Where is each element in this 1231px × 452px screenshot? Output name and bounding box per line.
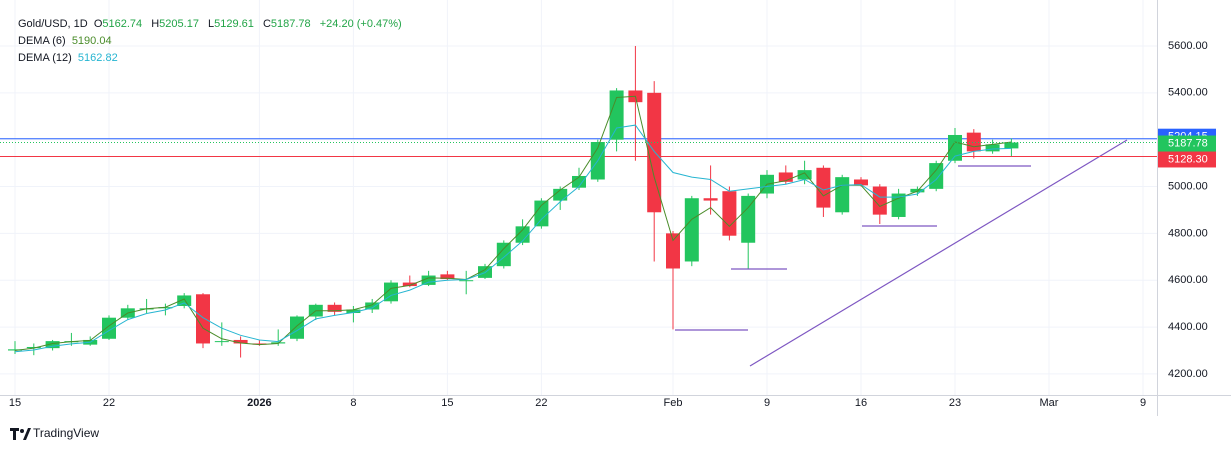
indicator-name: DEMA (6) [18, 35, 66, 47]
y-tick-label: 5000.00 [1168, 180, 1208, 192]
candle-body [741, 195, 756, 243]
x-tick-label: 9 [764, 397, 770, 409]
candle-body [666, 233, 680, 269]
indicator-value: 5162.82 [77, 52, 118, 64]
candle-body [402, 282, 417, 287]
y-tick-label: 4400.00 [1168, 321, 1208, 333]
candle-body [553, 188, 568, 201]
price-tag [1158, 135, 1216, 152]
x-tick-label: 2026 [247, 397, 271, 409]
price-tag [1158, 151, 1216, 168]
ohlc-value: 5187.78 [270, 18, 311, 30]
x-tick-label: 22 [535, 397, 547, 409]
candle-body [778, 172, 793, 182]
logo [10, 428, 31, 440]
candle-body [948, 134, 962, 161]
brand: TradingView [33, 426, 99, 440]
y-tick-label: 4800.00 [1168, 227, 1208, 239]
ohlc-key: C [262, 18, 271, 30]
x-tick-label: 16 [855, 397, 867, 409]
candle-body [572, 175, 586, 188]
candle-body [854, 179, 868, 186]
ohlc-value: 5129.61 [214, 18, 254, 30]
price-tag-label: 5128.30 [1168, 153, 1208, 165]
candle-body [985, 144, 1000, 152]
x-tick-label: Feb [664, 397, 683, 409]
candle-body [816, 167, 831, 208]
trend-line [749, 139, 1128, 367]
candle-body [534, 200, 549, 227]
ohlc-value: 5205.17 [159, 18, 199, 30]
candle-body [1004, 142, 1019, 149]
y-tick-label: 5400.00 [1168, 87, 1208, 99]
candle-body [459, 280, 474, 282]
candle-body [365, 302, 380, 310]
x-tick-label: 22 [103, 397, 115, 409]
candle-body [252, 343, 267, 345]
candle-body [196, 294, 210, 344]
candle-body [872, 186, 887, 215]
ohlc-value: 5162.74 [102, 18, 143, 30]
candle-body [346, 309, 361, 314]
candle-body [177, 295, 192, 306]
candle-body [797, 170, 812, 180]
price-tag-label: 5187.78 [1168, 137, 1208, 149]
ohlc-key: L [208, 18, 215, 30]
y-tick-label: 5600.00 [1168, 40, 1208, 52]
candle-body [8, 349, 22, 351]
candle-body [26, 346, 41, 349]
candle-body [421, 275, 436, 285]
indicator-line [14, 124, 1012, 353]
x-tick-label: 15 [441, 397, 453, 409]
candle-body [478, 266, 492, 278]
x-tick-label: 23 [949, 397, 961, 409]
candle-body [233, 339, 248, 344]
candle-body [966, 132, 981, 152]
candle-body [703, 198, 718, 201]
candle-body [684, 198, 699, 262]
ohlc-key: H [151, 18, 160, 30]
candle-body [515, 226, 530, 243]
indicator-row: DEMA (6) 5190.04 [18, 33, 408, 50]
candle-body [45, 341, 60, 349]
indicator-name: DEMA (12) [18, 52, 72, 64]
candle-body [835, 177, 850, 213]
candle-body [722, 191, 737, 236]
candle-body [214, 341, 229, 343]
ohlc-key: O [93, 18, 103, 30]
candle-body [158, 307, 173, 309]
y-tick-label: 4600.00 [1168, 274, 1208, 286]
candle-body [384, 282, 398, 302]
x-tick-label: 9 [1140, 397, 1146, 409]
candle-body [440, 274, 455, 280]
x-tick-label: Mar [1040, 397, 1059, 409]
x-tick-label: 8 [350, 397, 356, 409]
indicator-row: DEMA (12) 5162.82 [18, 50, 408, 67]
ohlc-row: Gold/USD, 1D O5162.74 H5205.17 L5129.61 … [18, 16, 408, 33]
candle-body [647, 92, 662, 213]
indicator-value: 5190.04 [71, 35, 112, 47]
legend: Gold/USD, 1D O5162.74 H5205.17 L5129.61 … [18, 16, 408, 67]
candle-body [327, 304, 342, 312]
y-tick-label: 4200.00 [1168, 368, 1208, 380]
change: +24.20 (+0.47%) [319, 18, 402, 30]
symbol: Gold/USD, 1D [18, 18, 88, 30]
x-tick-label: 15 [9, 397, 21, 409]
